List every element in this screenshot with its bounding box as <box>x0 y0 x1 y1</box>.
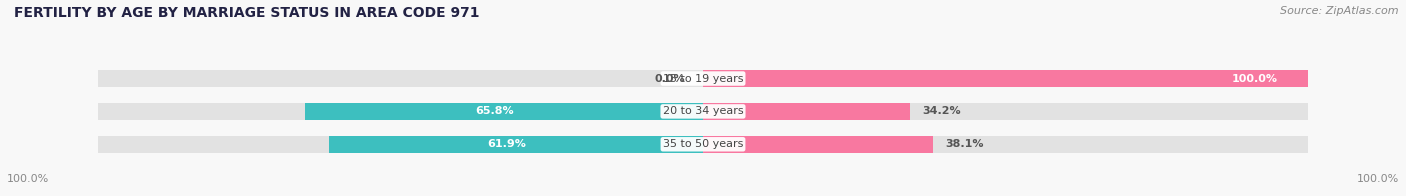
Text: 100.0%: 100.0% <box>1232 74 1278 83</box>
Text: 35 to 50 years: 35 to 50 years <box>662 139 744 149</box>
Text: 0.0%: 0.0% <box>654 74 685 83</box>
Text: Source: ZipAtlas.com: Source: ZipAtlas.com <box>1281 6 1399 16</box>
Text: FERTILITY BY AGE BY MARRIAGE STATUS IN AREA CODE 971: FERTILITY BY AGE BY MARRIAGE STATUS IN A… <box>14 6 479 20</box>
Text: 20 to 34 years: 20 to 34 years <box>662 106 744 116</box>
Text: 100.0%: 100.0% <box>7 174 49 184</box>
Text: 15 to 19 years: 15 to 19 years <box>662 74 744 83</box>
Bar <box>703 136 934 153</box>
Bar <box>98 70 1308 87</box>
Text: 100.0%: 100.0% <box>1357 174 1399 184</box>
Text: 65.8%: 65.8% <box>475 106 513 116</box>
Bar <box>98 136 1308 153</box>
Bar <box>703 103 910 120</box>
Text: 38.1%: 38.1% <box>945 139 984 149</box>
Bar <box>98 103 1308 120</box>
Text: 61.9%: 61.9% <box>486 139 526 149</box>
Text: 34.2%: 34.2% <box>922 106 960 116</box>
Bar <box>305 103 703 120</box>
Bar <box>329 136 703 153</box>
Bar <box>703 70 1308 87</box>
